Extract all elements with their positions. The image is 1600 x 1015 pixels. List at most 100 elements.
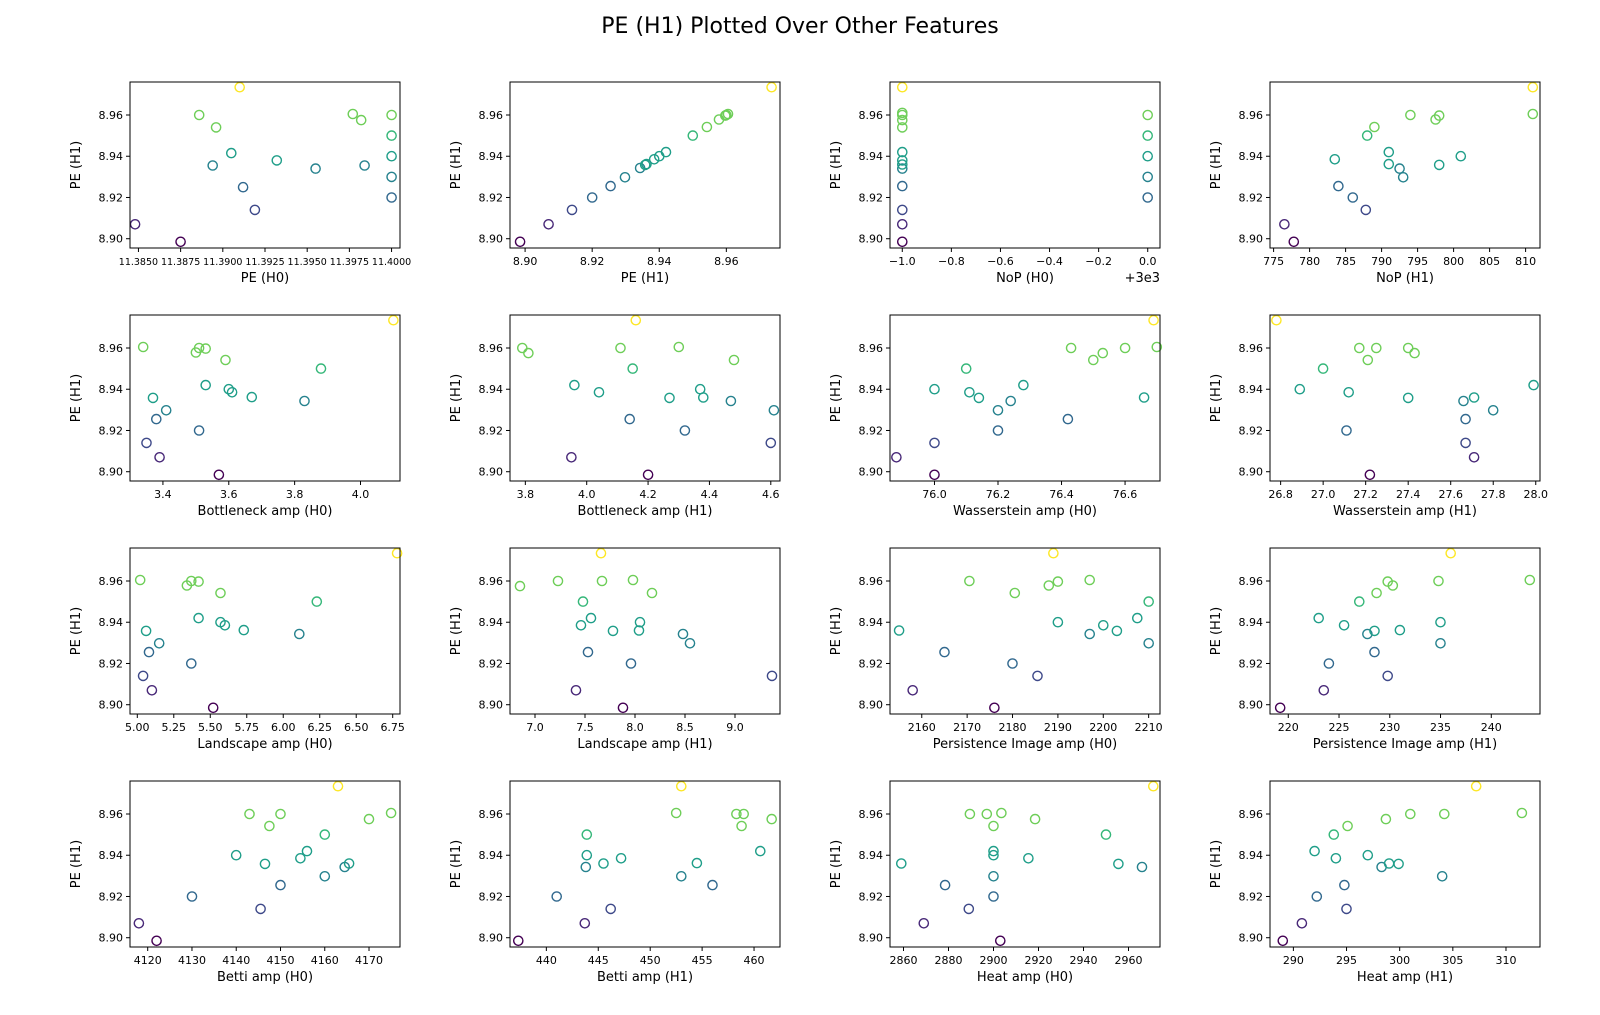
subplot-12: 8.90 8.92 8.94 8.96 220 225 230 235 240 Persisten… bbox=[1209, 547, 1541, 752]
data-point bbox=[1142, 109, 1153, 121]
y-tick-label: 8.94 bbox=[479, 616, 504, 629]
x-tick-label: 4.4 bbox=[701, 488, 719, 501]
x-tick-label: 76.4 bbox=[1049, 488, 1074, 501]
data-point bbox=[673, 341, 685, 353]
data-point bbox=[385, 807, 397, 819]
data-point bbox=[230, 849, 242, 861]
plot-frame bbox=[129, 547, 401, 715]
data-point bbox=[988, 871, 999, 882]
x-tick-label: 6.75 bbox=[380, 721, 405, 734]
data-point bbox=[1460, 413, 1471, 425]
x-tick-label: 7.5 bbox=[576, 721, 594, 734]
y-tick-label: 8.96 bbox=[99, 109, 124, 122]
data-point bbox=[193, 612, 204, 624]
data-point bbox=[140, 625, 152, 637]
subplot-2: 8.90 8.92 8.94 8.96 8.90 8.92 8.94 8.96 PE (H1) P… bbox=[449, 81, 781, 286]
x-tick-label: 6.25 bbox=[307, 721, 332, 734]
x-tick-label: 8.94 bbox=[647, 255, 672, 268]
data-point bbox=[1088, 354, 1099, 366]
data-point bbox=[701, 121, 713, 133]
y-tick-label: 8.92 bbox=[99, 657, 124, 670]
data-point bbox=[137, 341, 149, 353]
data-point bbox=[1409, 347, 1420, 359]
data-point bbox=[299, 395, 310, 407]
y-axis-label: PE (H1) bbox=[1209, 607, 1224, 655]
x-tick-label: 27.8 bbox=[1481, 488, 1506, 501]
data-point bbox=[1274, 702, 1286, 714]
data-point bbox=[939, 879, 951, 891]
data-point bbox=[193, 425, 205, 436]
data-point bbox=[687, 130, 699, 141]
plot-frame bbox=[889, 780, 1161, 948]
data-point bbox=[1405, 109, 1416, 121]
x-tick-label: 8.92 bbox=[580, 255, 605, 268]
data-point bbox=[1397, 171, 1409, 183]
data-point bbox=[581, 849, 593, 861]
y-tick-label: 8.92 bbox=[859, 657, 884, 670]
data-point bbox=[973, 392, 985, 404]
data-point bbox=[1151, 341, 1163, 353]
y-tick-label: 8.96 bbox=[1239, 575, 1264, 588]
y-tick-label: 8.94 bbox=[859, 616, 884, 629]
x-tick-label: 220 bbox=[1278, 721, 1299, 734]
x-tick-label: 790 bbox=[1371, 255, 1392, 268]
data-point bbox=[1383, 158, 1395, 170]
y-tick-label: 8.90 bbox=[99, 233, 124, 246]
x-tick-label: 450 bbox=[640, 954, 661, 967]
x-tick-label: 11.3875 bbox=[161, 257, 200, 268]
data-point bbox=[1468, 451, 1480, 463]
data-point bbox=[1341, 903, 1352, 915]
data-point bbox=[1487, 404, 1499, 416]
data-point bbox=[607, 625, 619, 637]
x-axis-label: Landscape amp (H0) bbox=[197, 737, 332, 752]
data-point bbox=[213, 469, 225, 481]
data-point bbox=[619, 171, 631, 183]
data-point bbox=[1023, 853, 1034, 864]
data-point bbox=[264, 820, 275, 832]
x-tick-label: 3.6 bbox=[220, 488, 238, 501]
x-axis-label: Wasserstein amp (H0) bbox=[953, 504, 1097, 519]
data-point bbox=[1142, 130, 1153, 141]
y-tick-label: 8.94 bbox=[99, 383, 124, 396]
data-point bbox=[1098, 620, 1109, 631]
data-point bbox=[1138, 392, 1150, 403]
x-tick-label: 5.75 bbox=[235, 721, 260, 734]
data-point bbox=[141, 437, 152, 449]
data-point bbox=[992, 404, 1004, 416]
y-tick-label: 8.94 bbox=[1239, 383, 1264, 396]
data-point bbox=[310, 163, 321, 174]
plot-frame bbox=[1269, 780, 1541, 948]
data-point bbox=[1328, 829, 1340, 840]
data-point bbox=[332, 780, 344, 792]
y-tick-label: 8.96 bbox=[479, 342, 504, 355]
x-tick-label: 445 bbox=[588, 954, 609, 967]
data-point bbox=[893, 625, 905, 636]
x-tick-label: −0.2 bbox=[1085, 255, 1112, 268]
subplot-11: 8.90 8.92 8.94 8.96 2160 2170 2180 2190 2200 2210… bbox=[829, 547, 1163, 752]
data-point bbox=[1405, 808, 1416, 820]
data-point bbox=[1142, 171, 1153, 183]
data-point bbox=[1330, 853, 1342, 864]
x-tick-label: 0.0 bbox=[1139, 255, 1157, 268]
y-tick-label: 8.94 bbox=[99, 616, 124, 629]
data-point bbox=[134, 574, 146, 586]
data-point bbox=[981, 808, 993, 820]
data-point bbox=[1279, 218, 1290, 230]
data-point bbox=[1527, 81, 1539, 93]
data-point bbox=[207, 702, 219, 714]
data-point bbox=[1100, 829, 1112, 840]
y-tick-label: 8.92 bbox=[859, 890, 884, 903]
plot-frame bbox=[509, 780, 781, 948]
data-point bbox=[897, 146, 908, 158]
data-point bbox=[193, 342, 205, 354]
x-tick-label: 800 bbox=[1443, 255, 1464, 268]
data-point bbox=[1361, 130, 1373, 141]
data-point bbox=[1341, 425, 1352, 436]
x-axis-label: Bottleneck amp (H1) bbox=[578, 504, 713, 519]
x-tick-label: −0.8 bbox=[938, 255, 965, 268]
x-tick-label: 455 bbox=[692, 954, 713, 967]
x-tick-label: 3.4 bbox=[154, 488, 172, 501]
data-point bbox=[193, 576, 204, 587]
data-point bbox=[514, 236, 526, 248]
x-tick-label: 3.8 bbox=[286, 488, 304, 501]
